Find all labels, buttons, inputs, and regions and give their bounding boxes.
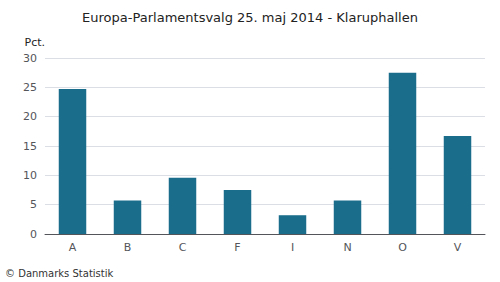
svg-text:Europa-Parlamentsvalg 25. maj: Europa-Parlamentsvalg 25. maj 2014 - Kla… bbox=[82, 10, 418, 25]
svg-text:F: F bbox=[234, 241, 240, 254]
svg-text:C: C bbox=[179, 241, 187, 254]
svg-text:30: 30 bbox=[23, 52, 37, 65]
svg-text:25: 25 bbox=[23, 81, 37, 94]
svg-text:Pct.: Pct. bbox=[25, 36, 46, 49]
svg-text:© Danmarks Statistik: © Danmarks Statistik bbox=[5, 268, 114, 279]
svg-text:I: I bbox=[291, 241, 294, 254]
svg-text:V: V bbox=[454, 241, 462, 254]
svg-text:15: 15 bbox=[23, 140, 37, 153]
svg-text:10: 10 bbox=[23, 169, 37, 182]
svg-text:A: A bbox=[69, 241, 77, 254]
svg-text:B: B bbox=[124, 241, 132, 254]
svg-text:O: O bbox=[398, 241, 407, 254]
svg-text:N: N bbox=[343, 241, 351, 254]
svg-text:5: 5 bbox=[30, 198, 37, 211]
svg-text:20: 20 bbox=[23, 110, 37, 123]
svg-text:0: 0 bbox=[30, 228, 37, 241]
